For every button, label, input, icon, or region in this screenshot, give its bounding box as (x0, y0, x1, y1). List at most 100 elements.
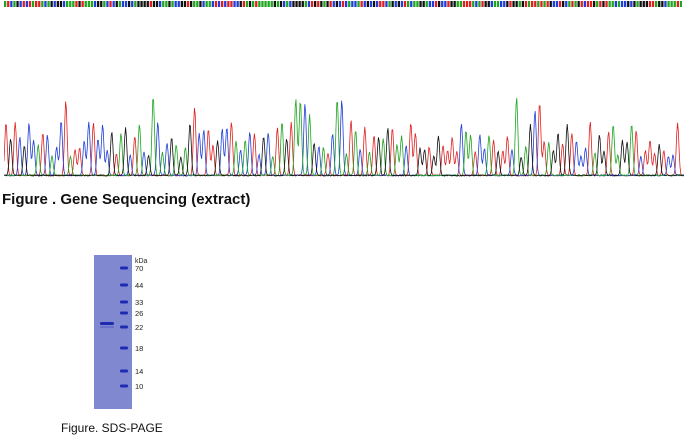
base-call-letter (506, 1, 509, 7)
base-call-letter (580, 1, 583, 7)
base-call-letter (320, 1, 323, 7)
base-call-letter (431, 1, 435, 7)
base-call-letter (531, 1, 534, 7)
base-call-letter (413, 1, 416, 7)
base-call-letter (645, 1, 648, 7)
base-call-letter (351, 1, 354, 7)
base-call-letter (335, 1, 338, 7)
base-call-letter (639, 1, 642, 7)
base-call-letter (310, 1, 314, 7)
base-call-letter (109, 1, 112, 7)
base-call-letter (304, 1, 307, 7)
base-call-letter (131, 1, 134, 7)
base-call-letter (670, 1, 673, 7)
base-call-letter (41, 1, 44, 7)
base-call-letter (518, 1, 521, 7)
sample-band-smear (100, 326, 114, 328)
base-call-letter (248, 1, 252, 7)
base-call-letter (469, 1, 472, 7)
base-call-letter (227, 1, 230, 7)
base-call-letter (69, 1, 72, 7)
base-call-letter (589, 1, 593, 7)
ladder-band (120, 266, 128, 270)
base-call-letter (134, 1, 137, 7)
base-call-letter (658, 1, 661, 7)
base-call-letter (121, 1, 125, 7)
base-call-letter (676, 1, 679, 7)
base-call-letter (103, 1, 106, 7)
ladder-band (120, 346, 128, 350)
base-call-letter (605, 1, 608, 7)
base-call-letter (465, 1, 469, 7)
base-call-letter (50, 1, 53, 7)
base-call-letter (493, 1, 497, 7)
base-call-letter (186, 1, 190, 7)
base-call-letter (512, 1, 515, 7)
sds-page-caption: Figure. SDS-PAGE (61, 421, 163, 435)
base-call-letter (159, 1, 162, 7)
base-call-letter (53, 1, 56, 7)
base-call-letter (636, 1, 639, 7)
base-call-letter (552, 1, 555, 7)
ladder-marker-label: 33 (135, 298, 143, 307)
base-call-letter (214, 1, 218, 7)
base-call-letter (444, 1, 447, 7)
chromatogram-trace-G (4, 123, 684, 177)
base-call-letter (546, 1, 549, 7)
base-call-letter (329, 1, 332, 7)
base-call-letter (555, 1, 559, 7)
base-call-letter (81, 1, 84, 7)
ladder-band (120, 300, 128, 304)
base-call-letter (540, 1, 543, 7)
ladder-band (120, 369, 128, 373)
base-call-letter (59, 1, 63, 7)
base-call-letter (155, 1, 159, 7)
base-call-letter (193, 1, 196, 7)
base-call-letter (177, 1, 180, 7)
base-call-letter (106, 1, 109, 7)
base-call-letter (500, 1, 503, 7)
base-call-letter (118, 1, 121, 7)
base-call-letter (190, 1, 193, 7)
sequencing-chromatogram (4, 97, 684, 177)
base-call-letter (314, 1, 317, 7)
base-call-letter (630, 1, 633, 7)
base-call-letter (425, 1, 428, 7)
base-call-letter (527, 1, 531, 7)
base-call-sequence-strip (4, 1, 682, 7)
base-call-letter (66, 1, 69, 7)
base-call-letter (38, 1, 41, 7)
base-call-letter (450, 1, 453, 7)
base-call-letter (289, 1, 292, 7)
base-call-letter (233, 1, 236, 7)
base-call-letter (524, 1, 528, 7)
base-call-letter (403, 1, 407, 7)
base-call-letter (357, 1, 360, 7)
base-call-letter (475, 1, 478, 7)
base-call-letter (162, 1, 165, 7)
base-call-letter (388, 1, 391, 7)
base-call-letter (230, 1, 233, 7)
base-call-letter (165, 1, 168, 7)
base-call-letter (490, 1, 493, 7)
base-call-letter (391, 1, 394, 7)
base-call-letter (648, 1, 652, 7)
gel-unit-label: kDa (135, 258, 148, 265)
base-call-letter (270, 1, 273, 7)
base-call-letter (97, 1, 100, 7)
base-call-letter (568, 1, 571, 7)
base-call-letter (537, 1, 540, 7)
base-call-letter (558, 1, 562, 7)
base-call-letter (447, 1, 450, 7)
base-call-letter (183, 1, 187, 7)
base-call-letter (115, 1, 118, 7)
base-call-letter (180, 1, 183, 7)
gel-background (94, 255, 132, 409)
base-call-letter (28, 1, 32, 7)
base-call-letter (128, 1, 131, 7)
base-call-letter (441, 1, 444, 7)
base-call-letter (146, 1, 149, 7)
base-call-letter (242, 1, 245, 7)
base-call-letter (571, 1, 574, 7)
base-call-letter (90, 1, 94, 7)
